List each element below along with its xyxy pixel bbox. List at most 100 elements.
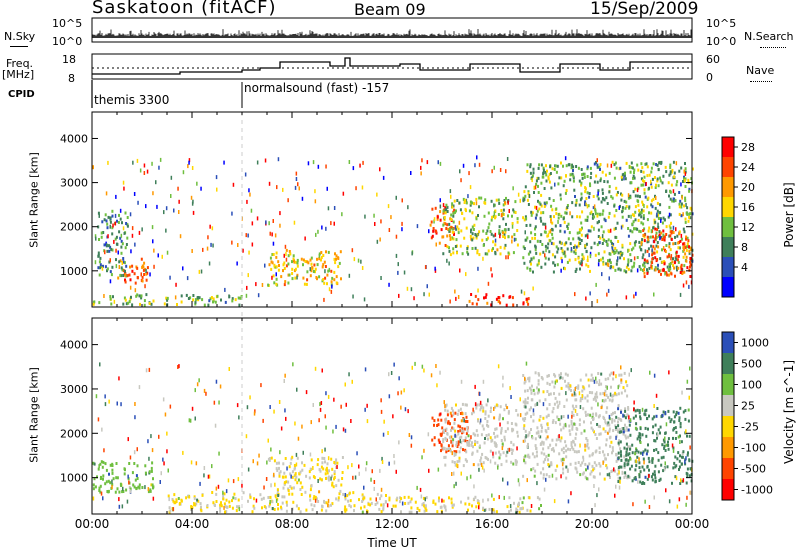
power-cell [456, 199, 459, 202]
power-cell [545, 248, 547, 253]
velocity-cell [466, 443, 469, 447]
power-cell [523, 197, 526, 201]
velocity-cell [246, 405, 249, 410]
power-cell [157, 253, 159, 258]
velocity-cell [452, 427, 455, 431]
velocity-cell [489, 459, 492, 464]
power-cell [602, 262, 605, 266]
power-cell [648, 211, 650, 215]
velocity-cell [627, 474, 630, 478]
velocity-cell [366, 403, 368, 408]
power-cell [643, 233, 646, 237]
velocity-cell [115, 462, 118, 465]
power-cell [478, 230, 481, 234]
power-cell [669, 170, 672, 174]
power-cell [597, 191, 599, 196]
velocity-cell [512, 462, 515, 466]
power-cell [679, 239, 682, 243]
power-cell [571, 172, 574, 176]
velocity-cell [598, 487, 600, 492]
power-cell [566, 206, 569, 209]
velocity-cell [537, 379, 540, 383]
velocity-cell [677, 451, 680, 455]
power-cell [660, 218, 662, 223]
velocity-cell [655, 414, 658, 418]
power-cell [642, 234, 645, 237]
power-cell [502, 231, 504, 235]
power-cell [499, 245, 502, 249]
power-cell [598, 259, 600, 263]
velocity-cell [118, 497, 120, 502]
velocity-cell [380, 494, 383, 498]
velocity-cell [208, 474, 211, 479]
velocity-cell [178, 364, 180, 369]
velocity-cell [457, 432, 460, 436]
power-cell [293, 220, 296, 225]
power-cell [585, 296, 587, 301]
power-cell [662, 229, 665, 233]
velocity-cell [574, 443, 577, 447]
power-cell [643, 258, 646, 262]
velocity-cell [645, 408, 648, 412]
velocity-cell [486, 437, 489, 441]
velocity-cell [558, 452, 561, 456]
power-cell [680, 205, 683, 209]
velocity-cell [285, 416, 287, 421]
velocity-cell [582, 407, 585, 411]
velocity-cell [500, 429, 503, 433]
power-cell [224, 300, 227, 304]
power-cell [452, 220, 455, 224]
power-cell [104, 265, 107, 269]
power-cell [614, 246, 617, 250]
velocity-cell [620, 453, 622, 457]
velocity-cell [601, 399, 604, 403]
power-cell [558, 176, 561, 180]
power-cell [428, 229, 430, 234]
power-cell [446, 210, 449, 213]
power-cell [687, 239, 690, 243]
freq-tick-bottom: 8 [68, 72, 75, 85]
velocity-cell [370, 477, 372, 482]
power-cell [487, 226, 490, 230]
power-cell [113, 239, 115, 244]
power-cell [443, 216, 446, 219]
velocity-cell [487, 433, 490, 437]
velocity-cell [624, 389, 627, 393]
power-cell [659, 257, 662, 261]
velocity-cell [665, 422, 668, 427]
velocity-cell [354, 475, 357, 480]
velocity-cell [421, 503, 424, 507]
power-cell [627, 193, 630, 198]
power-cell [529, 171, 532, 175]
velocity-cell [203, 473, 205, 478]
velocity-cell [651, 417, 654, 421]
power-cell [435, 242, 437, 247]
velocity-cell [121, 504, 124, 509]
power-cell [690, 177, 693, 181]
power-cell [636, 256, 639, 259]
velocity-cell [462, 448, 464, 452]
velocity-cell [313, 504, 316, 508]
velocity-cell [265, 506, 267, 510]
velocity-cell [661, 443, 664, 447]
power-cell [614, 161, 617, 165]
power-cell [92, 165, 94, 170]
velocity-cell [99, 477, 102, 480]
power-cell [406, 286, 409, 291]
velocity-cell [455, 481, 457, 486]
velocity-cell [451, 426, 454, 430]
velocity-cell [561, 457, 564, 461]
power-cell [153, 264, 155, 269]
power-cell [133, 192, 136, 196]
power-cell [92, 302, 95, 306]
velocity-cell [487, 398, 489, 403]
power-cell [466, 247, 469, 250]
power-cell [551, 208, 554, 212]
velocity-cell [340, 404, 342, 409]
power-cell [231, 299, 234, 303]
velocity-cell [639, 436, 642, 440]
velocity-cell [291, 475, 294, 479]
power-cell [552, 199, 555, 202]
velocity-cell [159, 480, 161, 484]
velocity-cell [567, 447, 569, 451]
